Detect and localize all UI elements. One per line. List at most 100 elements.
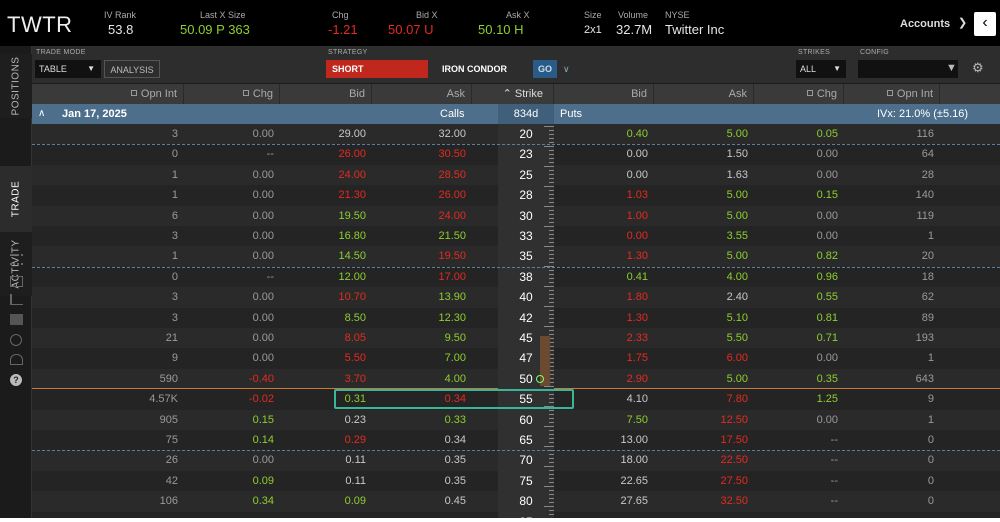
put-ask-cell[interactable]: 17.50 xyxy=(720,434,748,446)
call-bid-cell[interactable]: 14.50 xyxy=(338,250,366,263)
put-ask-cell[interactable]: 4.00 xyxy=(726,270,748,283)
put-change-cell[interactable]: 0.81 xyxy=(816,311,838,324)
put-change-cell[interactable]: -- xyxy=(830,495,838,508)
put-ask-cell[interactable]: 7.80 xyxy=(726,393,748,406)
put-open-interest-cell[interactable]: 28 xyxy=(921,168,934,181)
call-ask-cell[interactable]: 21.50 xyxy=(438,230,466,242)
list-icon[interactable] xyxy=(10,254,23,265)
call-open-interest-cell[interactable]: 75 xyxy=(165,434,178,446)
put-ask-cell[interactable]: 27.50 xyxy=(720,474,748,487)
table-row[interactable]: 0 -- 26.00 30.50 0.00 1.50 0.00 64 23 xyxy=(32,144,1000,165)
call-bid-cell[interactable]: 10.70 xyxy=(338,291,366,304)
put-ask-cell[interactable]: 32.50 xyxy=(720,495,748,508)
put-bid-cell[interactable]: 1.30 xyxy=(626,250,648,263)
table-row[interactable]: 3 0.00 10.70 13.90 1.80 2.40 0.55 62 40 xyxy=(32,287,1000,308)
call-ask-cell[interactable]: 32.00 xyxy=(438,128,466,140)
call-change-cell[interactable]: 0.00 xyxy=(252,454,274,467)
call-open-interest-cell[interactable]: 106 xyxy=(159,495,178,508)
call-change-cell[interactable]: -0.40 xyxy=(248,372,274,385)
put-change-cell[interactable]: 0.35 xyxy=(816,372,838,385)
put-bid-cell[interactable]: 18.00 xyxy=(620,454,648,467)
table-row[interactable]: 75 0.14 0.29 0.34 13.00 17.50 -- 0 65 xyxy=(32,430,1000,451)
call-open-interest-cell[interactable]: 1 xyxy=(171,168,178,181)
put-change-cell[interactable]: -- xyxy=(830,474,838,487)
chevron-down-icon[interactable]: ∨ xyxy=(563,64,570,74)
call-open-interest-cell[interactable]: 0 xyxy=(171,270,178,283)
call-change-cell[interactable]: 0.00 xyxy=(252,250,274,263)
strategy-select[interactable]: IRON CONDOR xyxy=(428,60,538,78)
col-put-ask[interactable]: Ask xyxy=(654,84,754,104)
call-change-cell[interactable]: 0.09 xyxy=(252,474,274,487)
put-ask-cell[interactable]: 6.00 xyxy=(726,352,748,365)
watch-icon[interactable] xyxy=(10,334,22,346)
table-row[interactable]: 9 0.00 5.50 7.00 1.75 6.00 0.00 1 47 xyxy=(32,348,1000,369)
put-open-interest-cell[interactable]: 643 xyxy=(915,372,934,385)
put-change-cell[interactable]: 0.82 xyxy=(816,250,838,263)
tab-trade[interactable]: TRADE xyxy=(0,166,32,232)
call-change-cell[interactable]: 0.34 xyxy=(252,495,274,508)
call-change-cell[interactable]: 0.00 xyxy=(252,230,274,242)
put-change-cell[interactable]: 0.00 xyxy=(816,352,838,365)
call-change-cell[interactable]: -- xyxy=(266,270,274,283)
call-ask-cell[interactable]: 0.35 xyxy=(444,454,466,467)
put-bid-cell[interactable]: 0.00 xyxy=(626,168,648,181)
table-row[interactable]: 26 0.00 0.11 0.35 18.00 22.50 -- 0 70 xyxy=(32,450,1000,471)
call-bid-cell[interactable]: 8.05 xyxy=(344,332,366,344)
put-bid-cell[interactable]: 7.50 xyxy=(626,413,648,426)
put-open-interest-cell[interactable]: 0 xyxy=(927,474,934,487)
call-open-interest-cell[interactable] xyxy=(32,512,178,518)
call-bid-cell[interactable]: 0.09 xyxy=(344,495,366,508)
put-open-interest-cell[interactable]: 116 xyxy=(916,128,934,140)
call-change-cell[interactable]: 0.00 xyxy=(252,332,274,344)
call-ask-cell[interactable]: 12.30 xyxy=(438,311,466,324)
table-row[interactable]: 4.57K -0.02 0.31 0.34 4.10 7.80 1.25 9 55 xyxy=(32,389,1000,410)
call-change-cell[interactable]: 0.00 xyxy=(252,311,274,324)
call-open-interest-cell[interactable]: 6 xyxy=(171,209,178,222)
call-open-interest-cell[interactable]: 590 xyxy=(159,372,178,385)
chevron-down-icon[interactable]: ❯ xyxy=(958,17,968,29)
call-ask-cell[interactable]: 0.34 xyxy=(444,434,466,446)
call-ask-cell[interactable]: 9.50 xyxy=(444,332,466,344)
call-open-interest-cell[interactable]: 1 xyxy=(171,250,178,263)
collapse-icon[interactable]: ‹ xyxy=(974,12,996,36)
put-bid-cell[interactable]: 0.00 xyxy=(626,230,648,242)
put-open-interest-cell[interactable]: 119 xyxy=(916,209,934,222)
put-bid-cell[interactable] xyxy=(554,512,648,518)
put-ask-cell[interactable]: 22.50 xyxy=(720,454,748,467)
call-bid-cell[interactable]: 16.80 xyxy=(338,230,366,242)
table-row[interactable]: 590 -0.40 3.70 4.00 2.90 5.00 0.35 643 50 xyxy=(32,368,1000,390)
col-put-opn-int[interactable]: Opn Int xyxy=(844,84,940,104)
call-change-cell[interactable]: 0.00 xyxy=(252,128,274,140)
call-open-interest-cell[interactable]: 3 xyxy=(171,291,178,304)
expiration-header[interactable]: ∧ Jan 17, 2025 Calls 834d Puts IVx: 21.0… xyxy=(32,104,1000,124)
analysis-button[interactable]: ANALYSIS xyxy=(104,60,160,78)
table-row[interactable]: 21 0.00 8.05 9.50 2.33 5.50 0.71 193 45 xyxy=(32,328,1000,349)
accounts-menu[interactable]: Accounts xyxy=(900,18,951,30)
put-ask-cell[interactable]: 5.00 xyxy=(726,372,748,385)
tab-positions[interactable]: POSITIONS xyxy=(0,54,32,118)
call-change-cell[interactable]: 0.00 xyxy=(252,209,274,222)
put-open-interest-cell[interactable]: 0 xyxy=(927,434,934,446)
trade-mode-select[interactable]: TABLE ▼ xyxy=(35,60,101,78)
put-bid-cell[interactable]: 1.00 xyxy=(626,209,648,222)
call-ask-cell[interactable]: 0.34 xyxy=(444,393,466,406)
put-open-interest-cell[interactable]: 193 xyxy=(915,332,934,344)
put-ask-cell[interactable]: 1.63 xyxy=(726,168,748,181)
put-bid-cell[interactable]: 1.80 xyxy=(626,291,648,304)
table-row[interactable]: 1 0.00 21.30 26.00 1.03 5.00 0.15 140 28 xyxy=(32,185,1000,206)
put-bid-cell[interactable]: 1.75 xyxy=(626,352,648,365)
call-ask-cell[interactable]: 30.50 xyxy=(438,148,466,161)
grid-icon[interactable] xyxy=(10,314,23,325)
call-open-interest-cell[interactable]: 3 xyxy=(171,230,178,242)
col-strike[interactable]: ⌃ Strike xyxy=(472,84,554,104)
put-open-interest-cell[interactable]: 62 xyxy=(921,291,934,304)
put-bid-cell[interactable]: 1.03 xyxy=(626,189,648,202)
table-row[interactable]: 85 xyxy=(32,511,1000,518)
call-bid-cell[interactable]: 0.29 xyxy=(344,434,366,446)
chart-icon[interactable] xyxy=(10,294,23,305)
put-change-cell[interactable]: -- xyxy=(830,434,838,446)
put-change-cell[interactable] xyxy=(754,512,838,518)
call-open-interest-cell[interactable]: 26 xyxy=(165,454,178,467)
call-change-cell[interactable]: 0.00 xyxy=(252,352,274,365)
call-ask-cell[interactable]: 26.00 xyxy=(438,189,466,202)
